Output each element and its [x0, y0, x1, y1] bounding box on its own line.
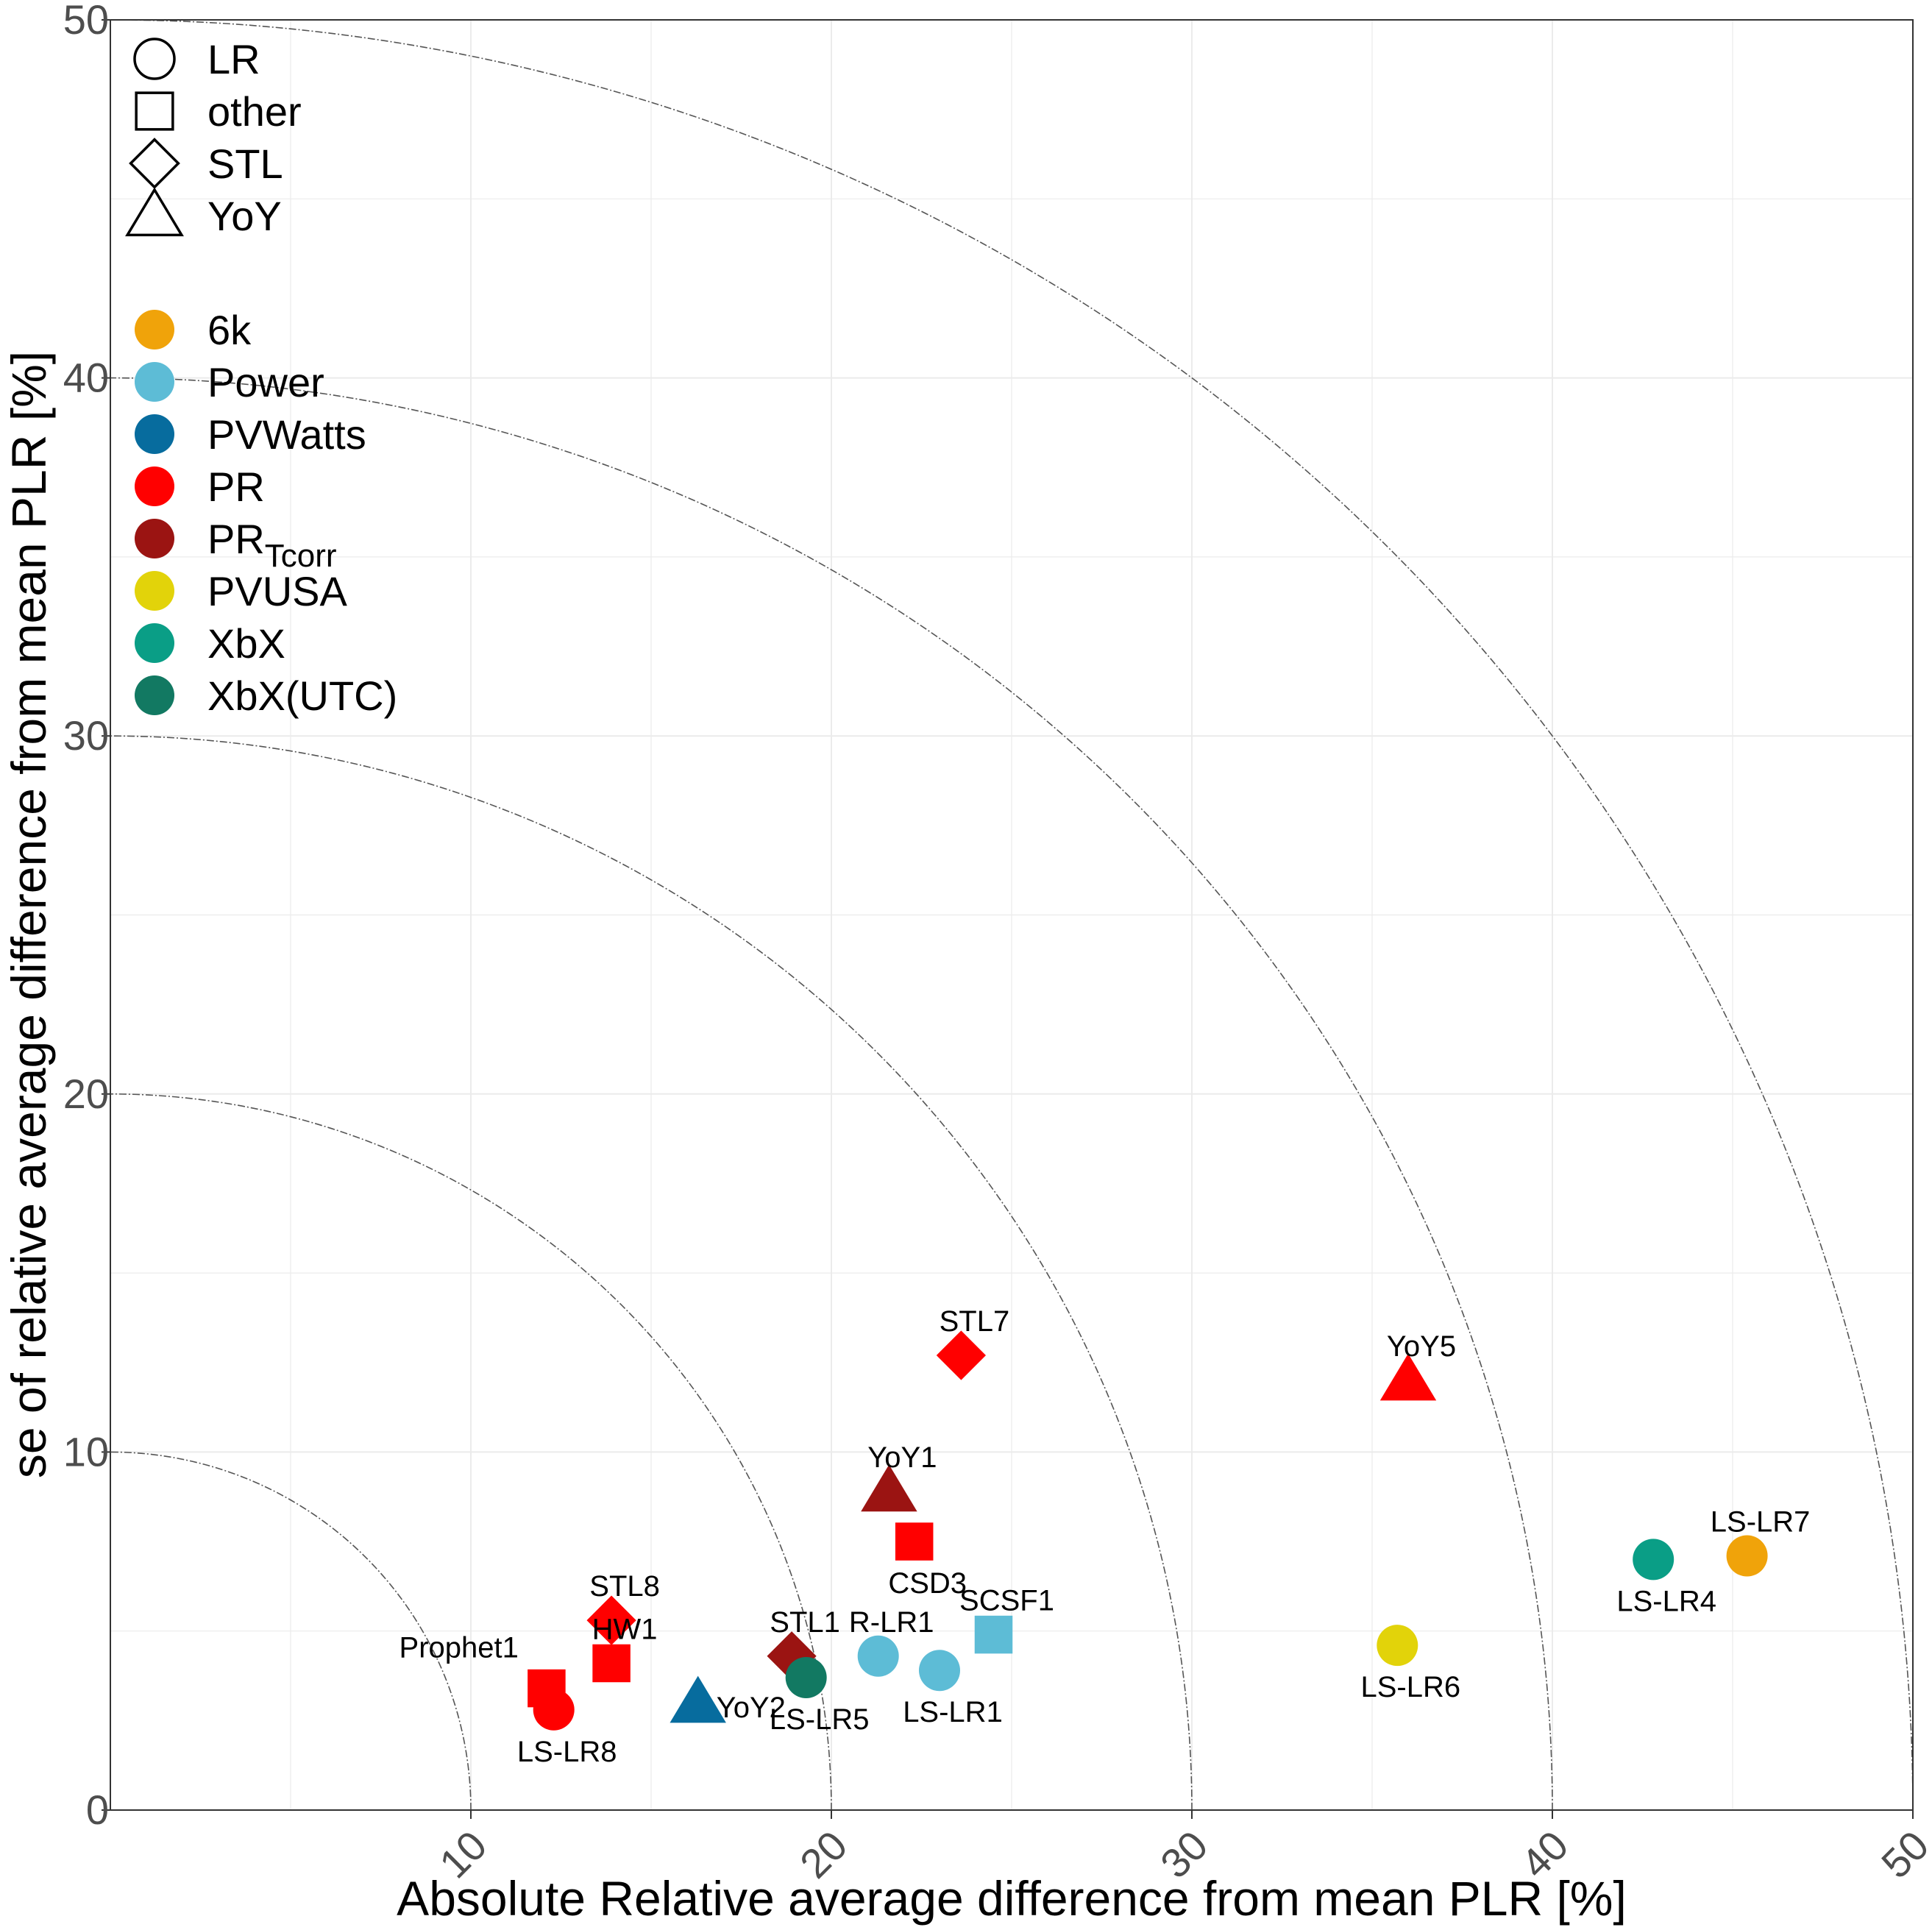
- legend-label: PVWatts: [207, 411, 366, 458]
- legend-label: PR: [207, 464, 265, 510]
- point-label: LS-LR8: [517, 1736, 617, 1768]
- data-point: [1726, 1535, 1768, 1577]
- y-tick-label: 20: [63, 1071, 109, 1117]
- legend-shape-key: [129, 138, 180, 189]
- point-label: STL7: [940, 1305, 1010, 1338]
- data-point: [1633, 1539, 1674, 1580]
- y-axis-title: se of relative average difference from m…: [1, 351, 56, 1478]
- reference-arc: [110, 19, 1914, 1811]
- point-label: YoY1: [867, 1441, 937, 1474]
- y-tick-label: 10: [63, 1428, 109, 1475]
- plot-border: [110, 19, 1914, 1811]
- legend-shape-key: [125, 187, 184, 237]
- legend-color-key: [135, 571, 174, 611]
- data-point: [861, 1464, 917, 1512]
- data-point: [785, 1656, 827, 1698]
- point-label: YoY2: [717, 1692, 786, 1724]
- reference-arc: [110, 1451, 472, 1811]
- legend-label: STL: [207, 141, 283, 187]
- reference-arc: [110, 735, 1193, 1811]
- legend-label: XbX(UTC): [207, 673, 397, 719]
- y-tick-label: 50: [63, 0, 109, 43]
- point-label: STL1: [770, 1606, 840, 1639]
- legend-color-key: [135, 310, 174, 350]
- point-label: LS-LR6: [1360, 1671, 1460, 1703]
- data-point: [1377, 1625, 1418, 1667]
- legend-color-key: [135, 362, 174, 402]
- point-label: LS-LR1: [903, 1696, 1003, 1728]
- legend-color-key: [135, 414, 174, 454]
- x-axis-title: Absolute Relative average difference fro…: [397, 1871, 1627, 1926]
- point-label: R-LR1: [849, 1606, 934, 1639]
- data-point: [670, 1675, 726, 1723]
- legend-label: 6k: [207, 307, 252, 353]
- data-point: [533, 1689, 575, 1731]
- legend-label: Power: [207, 359, 324, 405]
- legend-color-key: [135, 623, 174, 663]
- point-label: LS-LR4: [1616, 1585, 1716, 1617]
- legend-label: XbX: [207, 620, 285, 667]
- point-label: LS-LR5: [770, 1703, 870, 1736]
- legend-color-key: [135, 466, 174, 506]
- point-label: STL8: [589, 1570, 660, 1603]
- legend: LRotherSTLYoY6kPowerPVWattsPRPRTcorrPVUS…: [125, 36, 397, 719]
- grid: [110, 20, 1913, 1810]
- point-label: YoY5: [1387, 1330, 1456, 1363]
- data-point: [586, 1595, 636, 1645]
- point-label: CSD3: [888, 1567, 967, 1600]
- data-point: [936, 1330, 986, 1380]
- y-tick-label: 30: [63, 712, 109, 759]
- legend-shape-key: [133, 38, 176, 80]
- legend-label-subscript: Tcorr: [265, 538, 337, 574]
- data-point: [857, 1635, 899, 1677]
- legend-label: LR: [207, 36, 260, 82]
- point-label: LS-LR7: [1711, 1506, 1811, 1539]
- legend-color-key: [135, 519, 174, 558]
- y-tick-label: 0: [86, 1787, 109, 1833]
- data-point: [1379, 1353, 1437, 1401]
- point-label: Prophet1: [399, 1632, 519, 1664]
- legend-label: PVUSA: [207, 568, 347, 614]
- legend-label: YoY: [207, 193, 282, 239]
- data-point: [919, 1650, 960, 1692]
- reference-arcs: [110, 19, 1914, 1811]
- data-point: [895, 1522, 934, 1561]
- data-point: [592, 1644, 631, 1683]
- legend-color-key: [135, 675, 174, 715]
- data-point: [974, 1615, 1013, 1654]
- reference-arc: [110, 377, 1553, 1811]
- reference-arc: [110, 1093, 832, 1811]
- point-label: HW1: [592, 1613, 658, 1645]
- y-tick-label: 40: [63, 355, 109, 401]
- legend-shape-key: [135, 91, 174, 131]
- point-label: SCSF1: [959, 1585, 1054, 1617]
- legend-label: other: [207, 88, 302, 135]
